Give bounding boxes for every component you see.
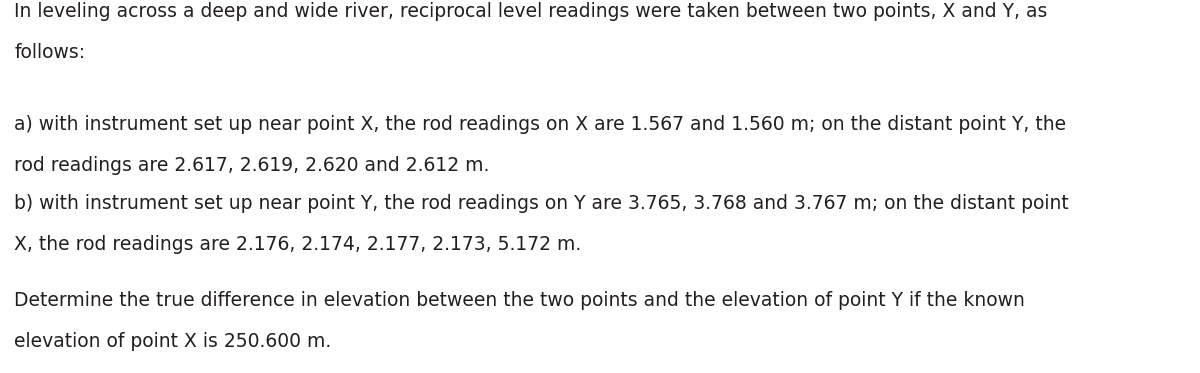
Text: b) with instrument set up near point Y, the rod readings on Y are 3.765, 3.768 a: b) with instrument set up near point Y, … bbox=[14, 194, 1069, 213]
Text: a) with instrument set up near point X, the rod readings on X are 1.567 and 1.56: a) with instrument set up near point X, … bbox=[14, 115, 1067, 134]
Text: X, the rod readings are 2.176, 2.174, 2.177, 2.173, 5.172 m.: X, the rod readings are 2.176, 2.174, 2.… bbox=[14, 235, 582, 254]
Text: elevation of point X is 250.600 m.: elevation of point X is 250.600 m. bbox=[14, 332, 331, 351]
Text: In leveling across a deep and wide river, reciprocal level readings were taken b: In leveling across a deep and wide river… bbox=[14, 1, 1048, 21]
Text: Determine the true difference in elevation between the two points and the elevat: Determine the true difference in elevati… bbox=[14, 291, 1025, 310]
Text: rod readings are 2.617, 2.619, 2.620 and 2.612 m.: rod readings are 2.617, 2.619, 2.620 and… bbox=[14, 156, 490, 175]
Text: follows:: follows: bbox=[14, 43, 85, 62]
